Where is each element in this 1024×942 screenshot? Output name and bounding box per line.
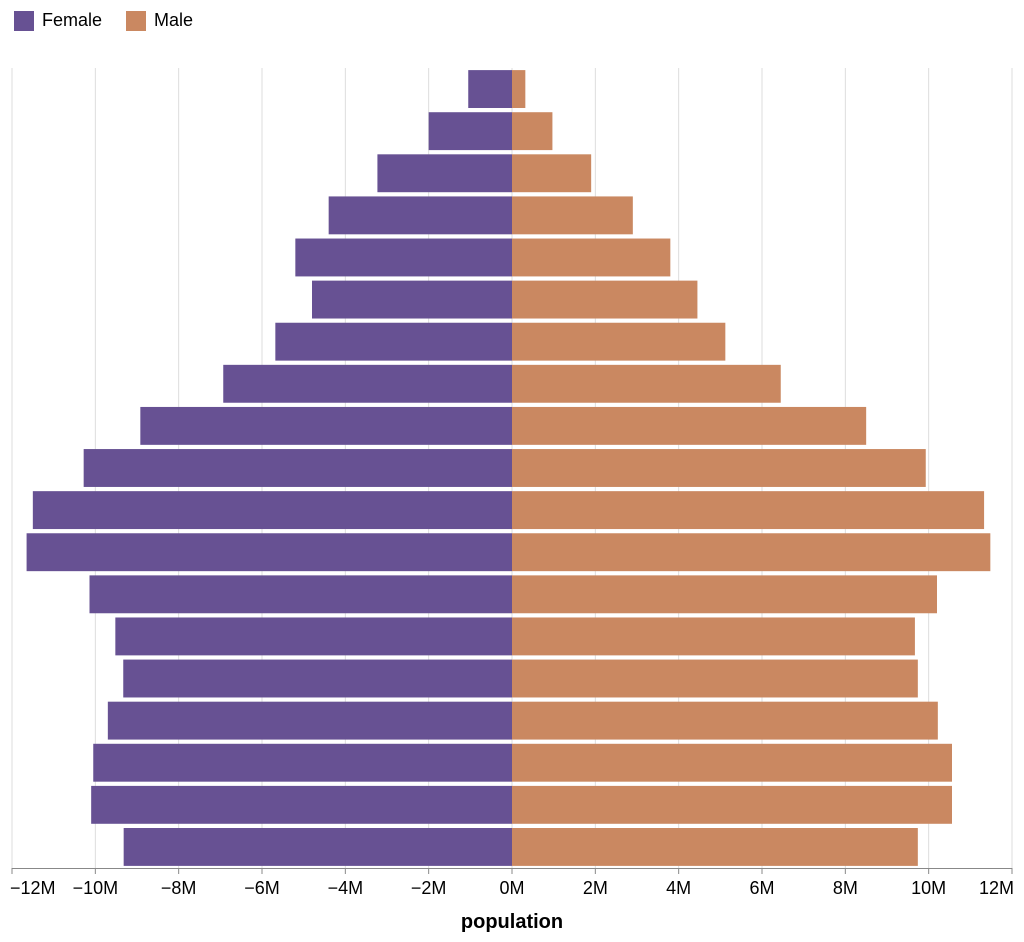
bar-female [115, 617, 512, 656]
bar-male [512, 828, 918, 866]
bar-male [512, 322, 726, 361]
bar-female [26, 533, 512, 572]
bar-female [83, 449, 513, 487]
legend-item-female: Female [14, 10, 102, 31]
bar-female [32, 491, 512, 530]
bar-female [377, 154, 512, 193]
x-tick-label: 12M [979, 878, 1014, 898]
bar-male [512, 743, 952, 782]
x-axis-title: population [461, 911, 563, 933]
bar-male [512, 449, 926, 487]
x-tick-label: 4M [666, 878, 691, 898]
x-tick-label: −4M [328, 878, 364, 898]
bar-male [512, 364, 781, 403]
x-tick-label: 6M [749, 878, 774, 898]
bar-male [512, 617, 915, 656]
bar-female [275, 322, 512, 361]
bar-female [123, 828, 513, 866]
bar-male [512, 533, 991, 572]
legend-label: Female [42, 10, 103, 30]
bar-male [512, 70, 526, 108]
bar-female [328, 196, 512, 235]
bar-female [312, 280, 512, 319]
legend-swatch [126, 10, 147, 31]
bar-male [512, 112, 553, 151]
bar-male [512, 701, 938, 740]
bar-female [428, 112, 512, 151]
x-axis: −12M −10M −8M −6M −4M −2M 0M 2M 4M 6M 8M 10M 12M [10, 868, 1014, 898]
x-tick-label: 10M [911, 878, 946, 898]
bar-female [93, 743, 512, 782]
x-tick-label: −10M [73, 878, 119, 898]
bar-male [512, 196, 633, 235]
bar-female [223, 364, 512, 403]
legend: Female Male [14, 10, 193, 31]
bar-female [468, 70, 512, 108]
x-tick-label: 0M [499, 878, 524, 898]
bar-male [512, 785, 952, 824]
bar-female [295, 238, 512, 277]
bar-female [123, 659, 512, 698]
bar-female [91, 785, 513, 824]
bar-male [512, 238, 671, 277]
x-tick-label: −12M [10, 878, 56, 898]
bars [26, 70, 991, 866]
x-tick-label: −8M [161, 878, 197, 898]
x-tick-label: 2M [583, 878, 608, 898]
bar-male [512, 280, 698, 319]
bar-male [512, 575, 937, 614]
bar-male [512, 659, 918, 698]
bar-female [89, 575, 512, 614]
x-tick-label: 8M [833, 878, 858, 898]
legend-swatch [14, 10, 34, 31]
bar-female [107, 701, 512, 740]
bar-male [512, 491, 985, 530]
legend-label: Male [154, 10, 194, 30]
bar-male [512, 406, 867, 445]
x-tick-label: −2M [411, 878, 447, 898]
x-tick-label: −6M [244, 878, 280, 898]
bar-female [140, 406, 513, 445]
legend-item-male: Male [126, 10, 193, 31]
bar-male [512, 154, 592, 193]
